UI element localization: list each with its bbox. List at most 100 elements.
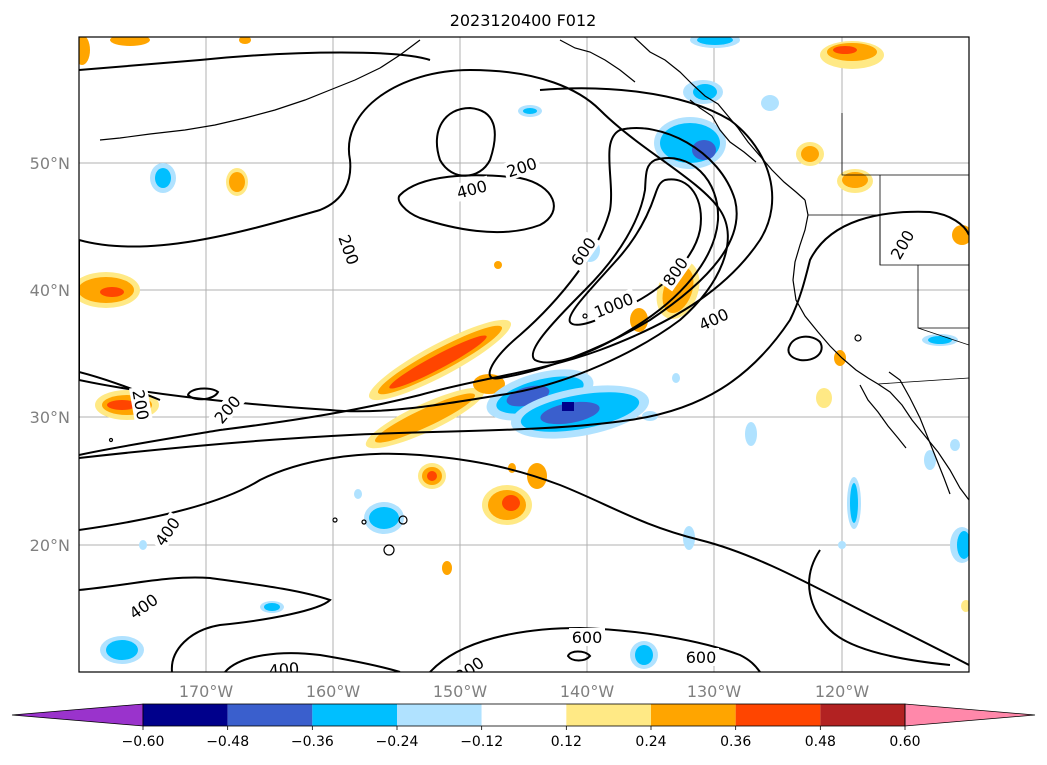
colorbar-segment — [820, 704, 905, 726]
longitude-labels: 170°W 160°W 150°W 140°W 130°W 120°W — [179, 682, 870, 701]
contour-label-bg — [149, 511, 185, 552]
island-dot — [361, 519, 367, 525]
contour-label-bg — [208, 389, 246, 429]
contour-400-south — [224, 652, 401, 672]
contour-label-bg — [334, 229, 364, 270]
warm-blob — [494, 261, 502, 269]
warm-blob — [442, 561, 452, 575]
us-mexico-coast — [792, 199, 969, 501]
colorbar-tick-label: 0.60 — [889, 734, 920, 750]
cool-blob — [692, 140, 716, 160]
colorbar-tick-label: −0.60 — [122, 734, 165, 750]
contour-label-bg — [128, 385, 153, 425]
colorbar-segment — [735, 704, 821, 726]
contour-400-c — [79, 452, 969, 666]
colorbar-tick-label: 0.36 — [720, 734, 751, 750]
warm-blob — [816, 388, 832, 408]
cool-blob — [950, 439, 960, 451]
cool-core — [562, 402, 574, 411]
colorbar-tick-label: −0.12 — [460, 734, 503, 750]
island-dot — [332, 517, 338, 523]
colorbar-tick-label: 0.12 — [551, 734, 582, 750]
colorbar-tick-label: 0.24 — [635, 734, 666, 750]
aleutian-chain — [99, 39, 421, 141]
warm-blob — [239, 37, 251, 44]
lat-label-40n: 40°N — [30, 281, 70, 300]
island-dot — [108, 437, 114, 443]
contour-closed-small — [787, 335, 823, 362]
warm-blob — [79, 37, 90, 65]
colorbar-extend-high — [904, 703, 1036, 727]
contour-label-bg — [588, 288, 639, 323]
cool-blob — [672, 373, 680, 383]
island-dot — [582, 313, 588, 319]
warm-blob — [389, 335, 487, 389]
cool-blob — [693, 84, 717, 100]
contours — [79, 51, 969, 672]
contour-label-bg — [449, 651, 490, 672]
gulf-of-alaska-coast — [559, 39, 636, 83]
lon-label-150w: 150°W — [433, 682, 488, 701]
colorbar-segment — [566, 704, 651, 726]
cool-blob — [354, 489, 362, 499]
contour-label-bg — [683, 648, 719, 666]
contour-label: 600 — [572, 628, 603, 647]
us-mexico-border — [877, 377, 969, 385]
cool-blob — [106, 640, 138, 660]
contour-label-bg — [123, 588, 164, 624]
contour-label-bg — [265, 658, 303, 672]
contour-south-east — [808, 549, 951, 666]
map-frame — [78, 36, 970, 673]
cool-blob — [928, 336, 952, 344]
cool-blob — [924, 450, 936, 470]
cool-blob — [745, 422, 757, 446]
warm-blob — [630, 308, 648, 332]
lat-label-20n: 20°N — [30, 536, 70, 555]
colorbar-tick-label: −0.48 — [206, 734, 249, 750]
contour-label-bg — [565, 231, 601, 272]
contour-600 — [488, 127, 738, 380]
lat-label-30n: 30°N — [30, 408, 70, 427]
contour-400-a — [79, 87, 774, 456]
contour-closed-small — [186, 387, 220, 401]
island-dot — [854, 334, 862, 342]
warm-blob — [952, 225, 969, 245]
cool-blob — [155, 168, 171, 188]
contour-label-bg — [501, 152, 542, 182]
colorbar-segment — [312, 704, 397, 726]
contour-label-bg — [693, 303, 734, 335]
lon-label-140w: 140°W — [560, 682, 615, 701]
contour-label: 400 — [268, 659, 300, 681]
cool-blob — [838, 541, 846, 549]
warm-blob — [961, 600, 969, 612]
map-title: 2023120400 F012 — [450, 11, 597, 30]
lon-label-120w: 120°W — [815, 682, 870, 701]
colorbar-segment — [227, 704, 313, 726]
contour-200-low-b — [435, 106, 496, 177]
colorbar-segment — [651, 704, 736, 726]
contour-closed-small — [566, 650, 592, 662]
state-border — [917, 327, 969, 346]
cool-blob — [369, 507, 399, 529]
cool-blob — [635, 645, 653, 665]
contour-label: 600 — [686, 648, 717, 667]
lon-label-170w: 170°W — [179, 682, 234, 701]
warm-blob — [100, 287, 124, 297]
gulf-of-california — [888, 371, 951, 495]
colorbar-tick-label: −0.24 — [376, 734, 419, 750]
political-borders — [808, 113, 969, 385]
contour-label-bg — [569, 628, 605, 646]
warm-blob — [107, 400, 137, 410]
alaska-bc-coast — [633, 37, 806, 201]
colorbar-ticks: −0.60 −0.48 −0.36 −0.24 −0.12 0.12 0.24 0.36 0.4… — [122, 726, 921, 750]
warm-blob — [375, 393, 475, 443]
contour-label-bg — [885, 224, 919, 265]
warm-blob — [801, 146, 819, 162]
warm-blob — [842, 172, 868, 188]
cool-blob — [697, 37, 733, 45]
island-dot — [398, 515, 408, 525]
lat-label-50n: 50°N — [30, 154, 70, 173]
contour-200-west — [79, 371, 161, 401]
